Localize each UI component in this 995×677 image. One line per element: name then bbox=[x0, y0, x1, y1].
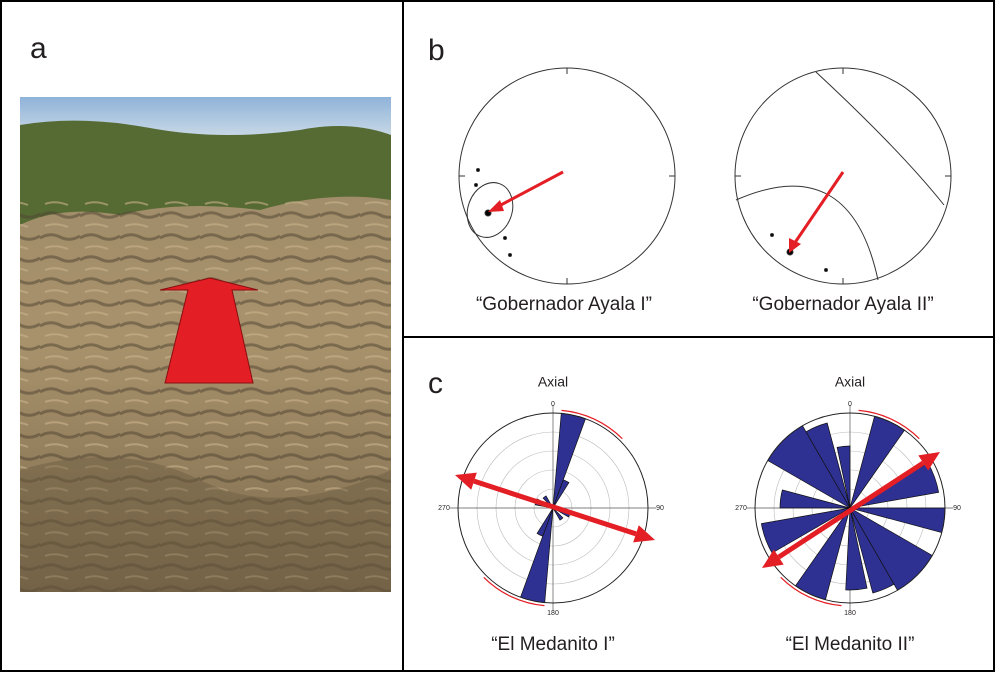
rose-title: Axial bbox=[538, 374, 568, 390]
photo bbox=[20, 97, 391, 592]
direction-label: 0 bbox=[848, 401, 852, 408]
arrow-head bbox=[455, 473, 477, 490]
rose-diagram: 0 90 180 270 Axial “El Medanito I” bbox=[438, 374, 664, 655]
direction-label: 270 bbox=[438, 505, 450, 512]
direction-label: 90 bbox=[953, 505, 961, 512]
stereonet bbox=[735, 68, 951, 284]
figure: a b “Gobernador Ayala I” “Gobernador Aya… bbox=[0, 0, 995, 672]
caption: “El Medanito II” bbox=[786, 634, 915, 655]
direction-label: 270 bbox=[735, 505, 747, 512]
rose-diagram: 0 90 180 270 Axial “El Medanito II” bbox=[735, 374, 961, 655]
stereonet bbox=[459, 68, 675, 284]
direction-label: 90 bbox=[656, 505, 664, 512]
panel-label: a bbox=[30, 32, 47, 65]
panel-label: c bbox=[428, 367, 443, 400]
direction-label: 180 bbox=[844, 610, 856, 617]
direction-label: 0 bbox=[551, 401, 555, 408]
direction-label: 180 bbox=[547, 610, 559, 617]
caption: “El Medanito I” bbox=[491, 634, 615, 655]
rose-title: Axial bbox=[835, 374, 865, 390]
caption: “Gobernador Ayala II” bbox=[752, 294, 933, 315]
arrow-head bbox=[633, 525, 655, 542]
panel-label: b bbox=[428, 34, 445, 67]
caption: “Gobernador Ayala I” bbox=[476, 294, 652, 315]
